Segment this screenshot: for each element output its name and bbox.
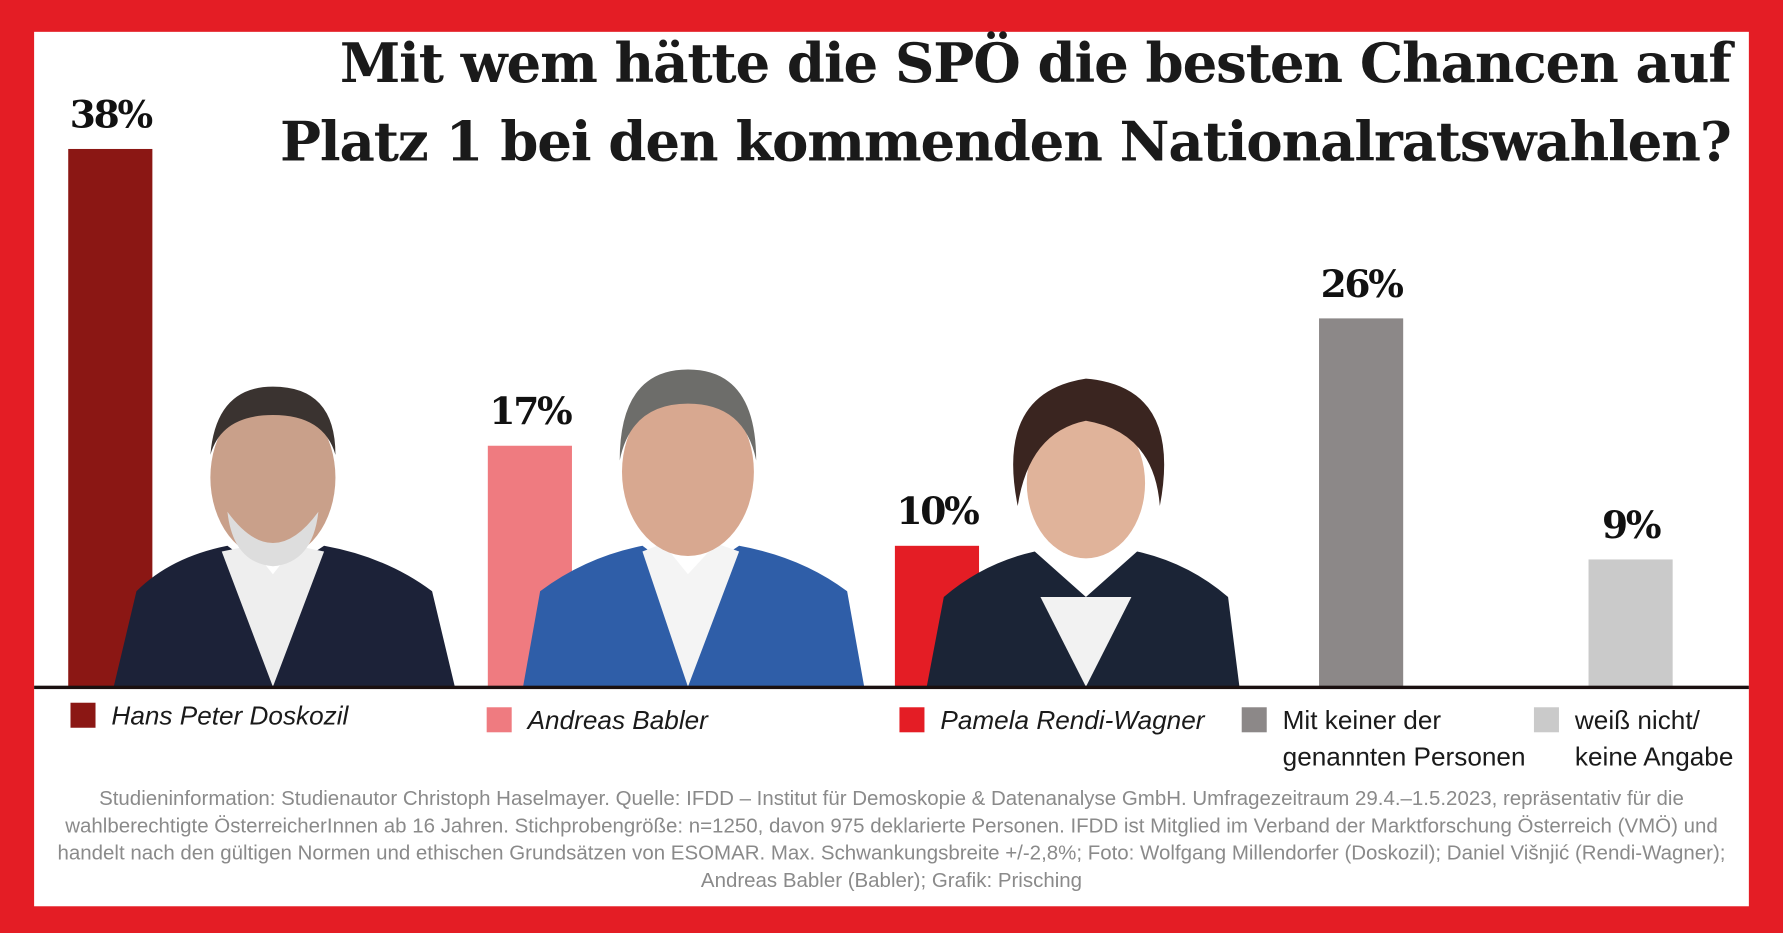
legend-item-rendi-wagner: Pamela Rendi-Wagner bbox=[899, 702, 1204, 738]
title-line-2: Platz 1 bei den kommenden Nationalratswa… bbox=[279, 110, 1732, 174]
value-label-2: 10% bbox=[896, 488, 979, 533]
photo-doskozil bbox=[113, 386, 455, 687]
legend-label: Andreas Babler bbox=[527, 705, 708, 735]
legend-item-babler: Andreas Babler bbox=[486, 702, 708, 738]
legend-label-line: genannten Personen bbox=[1282, 741, 1526, 771]
value-label-3: 26% bbox=[1320, 261, 1404, 307]
study-footnote: Studieninformation: Studienautor Christo… bbox=[57, 786, 1726, 892]
legend-label: weiß nicht/ keine Angabe bbox=[1575, 702, 1734, 775]
legend-item-weiss-nicht: weiß nicht/ keine Angabe bbox=[1533, 702, 1734, 775]
legend-label: Mit keiner der genannten Personen bbox=[1283, 702, 1526, 775]
bar-4 bbox=[1588, 559, 1673, 687]
photo-rendi-wagner bbox=[926, 378, 1240, 687]
chart-title: Mit wem hätte die SPÖ die besten Chancen… bbox=[230, 25, 1732, 182]
legend-label-line: weiß nicht/ bbox=[1574, 705, 1700, 735]
legend-label: Hans Peter Doskozil bbox=[111, 700, 349, 731]
legend-item-doskozil: Hans Peter Doskozil bbox=[70, 697, 349, 733]
value-label-1: 17% bbox=[489, 389, 572, 434]
legend-swatch bbox=[899, 707, 925, 733]
legend-swatch bbox=[70, 702, 96, 728]
photo-babler bbox=[523, 369, 865, 687]
title-line-1: Mit wem hätte die SPÖ die besten Chancen… bbox=[339, 31, 1732, 96]
legend-label-line: keine Angabe bbox=[1574, 741, 1734, 771]
legend-label-line: Mit keiner der bbox=[1282, 705, 1442, 735]
baseline bbox=[34, 685, 1749, 690]
legend-item-keiner: Mit keiner der genannten Personen bbox=[1241, 702, 1526, 775]
legend-swatch bbox=[1533, 707, 1559, 733]
legend-swatch bbox=[486, 707, 512, 733]
value-label-4: 9% bbox=[1601, 502, 1662, 547]
bar-3 bbox=[1319, 318, 1404, 687]
value-label-0: 38% bbox=[69, 91, 153, 137]
legend-label: Pamela Rendi-Wagner bbox=[940, 705, 1205, 735]
legend-swatch bbox=[1241, 707, 1267, 733]
